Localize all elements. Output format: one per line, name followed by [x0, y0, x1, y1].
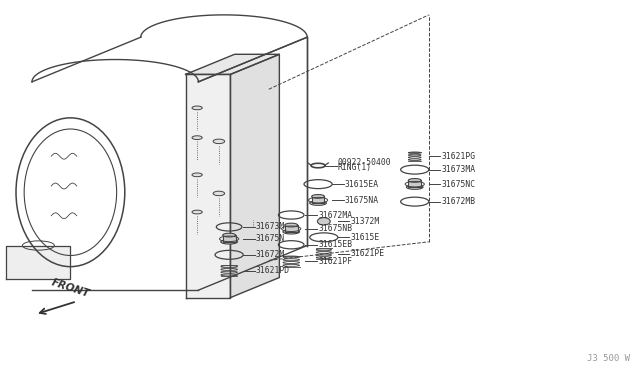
Text: J3 500 W: J3 500 W [588, 354, 630, 363]
Ellipse shape [221, 240, 237, 244]
Ellipse shape [285, 223, 298, 227]
Polygon shape [312, 196, 324, 203]
Text: 31675NA: 31675NA [345, 196, 379, 205]
Polygon shape [230, 54, 280, 298]
Text: 31672MB: 31672MB [442, 197, 476, 206]
Ellipse shape [192, 136, 202, 140]
Text: 31615EB: 31615EB [318, 240, 352, 249]
Polygon shape [285, 225, 298, 232]
Text: 31675NB: 31675NB [318, 224, 352, 233]
Text: 31673M: 31673M [256, 222, 285, 231]
Text: 31672M: 31672M [256, 250, 285, 259]
Text: 31621PG: 31621PG [442, 152, 476, 161]
Polygon shape [223, 235, 236, 242]
Text: 31673MA: 31673MA [442, 165, 476, 174]
Ellipse shape [283, 230, 300, 234]
Ellipse shape [192, 106, 202, 110]
Circle shape [317, 218, 330, 225]
Ellipse shape [192, 173, 202, 177]
Text: 31675N: 31675N [256, 234, 285, 243]
Ellipse shape [223, 233, 236, 237]
Polygon shape [6, 246, 70, 279]
Ellipse shape [213, 139, 225, 144]
Text: FRONT: FRONT [50, 278, 91, 299]
Ellipse shape [310, 201, 326, 205]
Text: 31672MA: 31672MA [318, 211, 352, 219]
Text: 31621PF: 31621PF [318, 257, 352, 266]
Text: 31621PE: 31621PE [351, 249, 385, 258]
Polygon shape [408, 180, 421, 187]
Ellipse shape [312, 195, 324, 198]
Ellipse shape [213, 191, 225, 196]
Text: 31675NC: 31675NC [442, 180, 476, 189]
Text: 31621PD: 31621PD [256, 266, 290, 275]
Polygon shape [186, 74, 230, 298]
Text: 00922-50400: 00922-50400 [337, 158, 391, 167]
Text: 31615E: 31615E [351, 233, 380, 242]
Ellipse shape [408, 179, 421, 182]
Ellipse shape [192, 210, 202, 214]
Text: 31615EA: 31615EA [345, 180, 379, 189]
Text: 31372M: 31372M [351, 217, 380, 226]
Ellipse shape [406, 185, 423, 189]
Polygon shape [186, 54, 280, 74]
Text: RING(1): RING(1) [337, 163, 371, 172]
